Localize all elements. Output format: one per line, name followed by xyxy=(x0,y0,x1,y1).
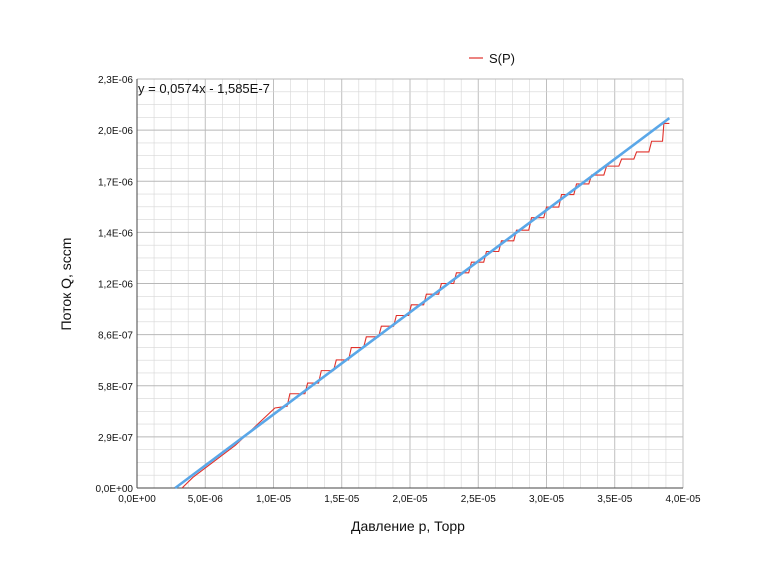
x-tick-label: 5,0E-06 xyxy=(188,494,223,505)
y-tick-label: 1,4E-06 xyxy=(98,228,133,239)
y-tick-label: 1,7E-06 xyxy=(98,177,133,188)
y-axis-label: Поток Q, sccm xyxy=(58,238,74,331)
x-tick-label: 3,0E-05 xyxy=(529,494,564,505)
legend: S(P) xyxy=(469,51,515,66)
y-tick-label: 8,6E-07 xyxy=(98,331,133,342)
x-tick-label: 1,0E-05 xyxy=(256,494,291,505)
trendline-equation: y = 0,0574x - 1,585E-7 xyxy=(138,81,270,96)
x-tick-label: 2,0E-05 xyxy=(392,494,427,505)
y-tick-label: 1,2E-06 xyxy=(98,280,133,291)
gridlines xyxy=(136,78,684,489)
x-tick-label: 0,0E+00 xyxy=(118,494,156,505)
y-tick-label: 5,8E-07 xyxy=(98,382,133,393)
trendline xyxy=(174,117,671,490)
x-tick-label: 4,0E-05 xyxy=(665,494,700,505)
y-tick-label: 0,0E+00 xyxy=(95,484,133,495)
x-tick-label: 2,5E-05 xyxy=(461,494,496,505)
x-tick-label: 3,5E-05 xyxy=(597,494,632,505)
legend-label-s-p: S(P) xyxy=(489,51,515,66)
x-axis-label: Давление p, Торр xyxy=(351,518,465,534)
y-tick-label: 2,3E-06 xyxy=(98,75,133,86)
series-lines xyxy=(174,117,671,490)
x-tick-label: 1,5E-05 xyxy=(324,494,359,505)
y-tick-label: 2,9E-07 xyxy=(98,433,133,444)
x-tick-labels: 0,0E+00 5,0E-06 1,0E-05 1,5E-05 2,0E-05 2,5E-… xyxy=(118,494,701,505)
y-tick-label: 2,0E-06 xyxy=(98,126,133,137)
series-line-s-p xyxy=(181,122,670,489)
y-tick-labels: 0,0E+00 2,9E-07 5,8E-07 8,6E-07 1,2E-06 1,4E-… xyxy=(95,75,133,495)
axes xyxy=(136,79,683,489)
